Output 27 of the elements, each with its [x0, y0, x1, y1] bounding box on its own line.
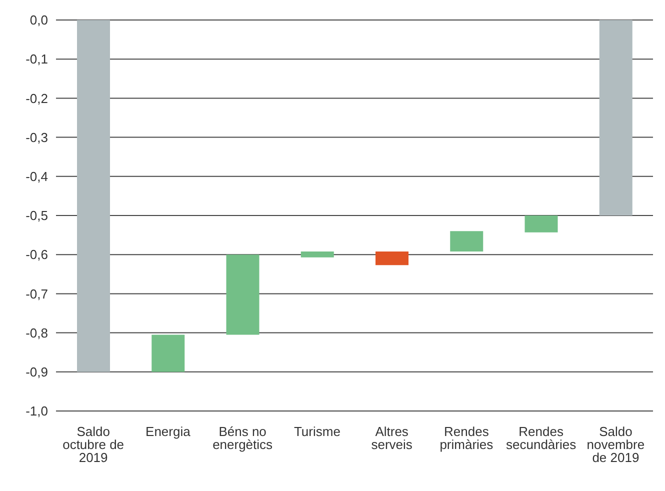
- bar: [376, 251, 408, 266]
- x-tick-label: Rendes primàries: [440, 424, 494, 452]
- y-tick-label: -0,6: [26, 247, 48, 262]
- y-tick-label: -0,3: [26, 130, 48, 145]
- y-tick-label: -0,2: [26, 90, 48, 106]
- bar: [77, 20, 110, 372]
- x-tick-label: Energia: [146, 424, 192, 440]
- y-tick-label: -0,9: [26, 364, 48, 380]
- y-tick-label: -1,0: [26, 404, 48, 419]
- bar: [226, 254, 260, 335]
- x-tick-label: Saldo octubre de 2019: [62, 424, 124, 466]
- bar: [599, 20, 632, 216]
- bar: [524, 216, 558, 232]
- y-tick-label: -0,7: [26, 286, 48, 302]
- x-tick-label: Turisme: [294, 424, 340, 440]
- y-tick-label: -0,1: [26, 52, 48, 67]
- y-tick-label: -0,5: [26, 208, 48, 224]
- y-tick-label: -0,4: [26, 169, 48, 184]
- bar: [450, 231, 484, 252]
- bar: [152, 334, 185, 372]
- x-tick-label: Rendes secundàries: [506, 424, 577, 452]
- x-tick-label: Saldo novembre de 2019: [586, 424, 645, 466]
- bar: [300, 251, 334, 258]
- y-tick-label: -0,8: [26, 325, 48, 340]
- x-tick-label: Altres serveis: [371, 424, 413, 452]
- x-tick-label: Béns no energètics: [212, 424, 274, 452]
- y-tick-label: 0,0: [30, 12, 48, 28]
